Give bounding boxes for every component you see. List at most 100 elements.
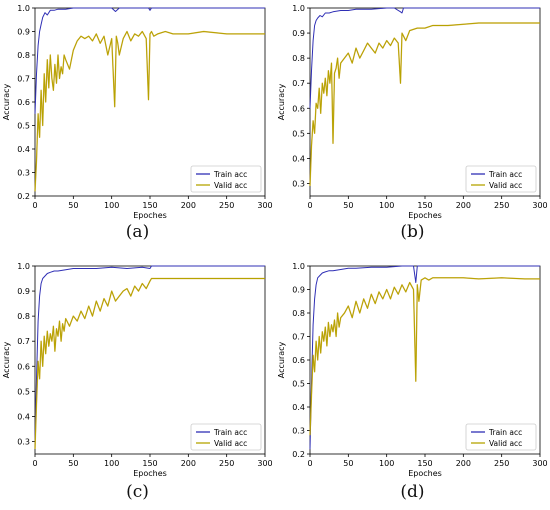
x-tick-label: 50: [68, 459, 78, 468]
x-axis-label: Epoches: [408, 469, 442, 478]
caption-d: (d): [400, 482, 425, 502]
x-tick-label: 200: [181, 459, 196, 468]
y-tick-label: 0.6: [17, 362, 30, 371]
y-tick-label: 0.4: [292, 403, 305, 412]
x-tick-label: 150: [142, 459, 157, 468]
x-tick-label: 150: [417, 201, 432, 210]
y-tick-label: 0.5: [17, 387, 30, 396]
y-tick-label: 0.4: [17, 145, 30, 154]
x-tick-label: 0: [307, 459, 312, 468]
y-tick-label: 0.7: [292, 79, 305, 88]
legend-label-train: Train acc: [488, 170, 522, 179]
x-tick-label: 300: [257, 201, 272, 210]
chart-d: 0 50 100 150 200 250 300 0.2 0.3 0.4 0.5 0.6 0.7 0.8 0…: [277, 262, 548, 478]
legend-label-train: Train acc: [488, 428, 522, 437]
legend-label-valid: Valid acc: [489, 181, 522, 190]
x-axis-label: Epoches: [133, 469, 167, 478]
y-axis-label: Accuracy: [277, 83, 286, 120]
y-tick-label: 0.3: [17, 437, 30, 446]
y-tick-label: 0.6: [292, 356, 305, 365]
panel-d: 0 50 100 150 200 250 300 0.2 0.3 0.4 0.5 0.6 0.7 0.8 0…: [275, 258, 550, 510]
series-line-train-acc: [34, 265, 265, 442]
legend-label-valid: Valid acc: [489, 439, 522, 448]
series-line-valid-acc: [34, 278, 265, 450]
x-tick-label: 150: [417, 459, 432, 468]
x-tick-label: 300: [532, 201, 547, 210]
x-tick-label: 50: [343, 459, 353, 468]
x-tick-label: 100: [379, 201, 394, 210]
x-tick-label: 200: [456, 201, 471, 210]
y-tick-label: 0.5: [17, 122, 30, 131]
caption-b: (b): [400, 222, 425, 242]
series-line-valid-shadow: [309, 22, 540, 187]
y-tick-label: 0.9: [17, 287, 30, 296]
y-tick-label: 0.7: [17, 75, 30, 84]
x-tick-label: 100: [379, 459, 394, 468]
x-axis-label: Epoches: [133, 211, 167, 220]
y-tick-label: 1.0: [292, 262, 305, 271]
x-tick-label: 0: [307, 201, 312, 210]
y-tick-label: 0.5: [292, 380, 305, 389]
x-tick-label: 0: [32, 459, 37, 468]
y-tick-label: 0.9: [292, 286, 305, 295]
y-axis-label: Accuracy: [2, 83, 11, 120]
series-line-valid-acc: [309, 22, 540, 187]
series-line-train-acc: [309, 265, 540, 450]
y-tick-label: 0.8: [17, 312, 30, 321]
y-tick-label: 1.0: [17, 262, 30, 271]
x-tick-label: 300: [257, 459, 272, 468]
y-tick-label: 0.3: [292, 427, 305, 436]
y-axis-label: Accuracy: [2, 341, 11, 378]
y-tick-label: 0.8: [17, 51, 30, 60]
x-tick-label: 250: [494, 459, 509, 468]
legend-label-train: Train acc: [213, 428, 247, 437]
chart-a: 0 50 100 150 200 250 300 0.2 0.3 0.4 0.5 0.6 0.7 0.8 0…: [2, 4, 273, 220]
panel-a: 0 50 100 150 200 250 300 0.2 0.3 0.4 0.5 0.6 0.7 0.8 0…: [0, 0, 275, 250]
y-tick-label: 0.4: [292, 154, 305, 163]
y-tick-label: 0.7: [17, 337, 30, 346]
y-tick-label: 0.3: [292, 179, 305, 188]
x-tick-label: 0: [32, 201, 37, 210]
x-tick-label: 200: [456, 459, 471, 468]
x-tick-label: 200: [181, 201, 196, 210]
x-tick-label: 100: [104, 459, 119, 468]
x-tick-label: 50: [343, 201, 353, 210]
chart-b: 0 50 100 150 200 250 300 0.3 0.4 0.5 0.6 0.7 0.8 0.9 1…: [277, 4, 548, 220]
y-tick-label: 0.8: [292, 54, 305, 63]
y-tick-label: 0.9: [17, 28, 30, 37]
caption-c: (c): [126, 482, 149, 502]
x-tick-label: 300: [532, 459, 547, 468]
y-tick-label: 0.5: [292, 129, 305, 138]
x-tick-label: 250: [219, 201, 234, 210]
y-tick-label: 0.6: [17, 98, 30, 107]
panel-c: 0 50 100 150 200 250 300 0.3 0.4 0.5 0.6 0.7 0.8 0.9 1…: [0, 258, 275, 510]
y-tick-label: 0.8: [292, 309, 305, 318]
panel-b: 0 50 100 150 200 250 300 0.3 0.4 0.5 0.6 0.7 0.8 0.9 1…: [275, 0, 550, 250]
x-tick-label: 150: [142, 201, 157, 210]
series-line-valid-shadow: [309, 277, 540, 436]
x-tick-label: 50: [68, 201, 78, 210]
legend-label-train: Train acc: [213, 170, 247, 179]
x-tick-label: 250: [219, 459, 234, 468]
series-line-valid-acc: [34, 31, 265, 192]
x-tick-label: 250: [494, 201, 509, 210]
y-tick-label: 0.7: [292, 333, 305, 342]
y-axis-label: Accuracy: [277, 341, 286, 378]
y-tick-label: 0.2: [292, 450, 305, 459]
legend-label-valid: Valid acc: [214, 439, 247, 448]
legend-label-valid: Valid acc: [214, 181, 247, 190]
y-tick-label: 0.2: [17, 192, 30, 201]
x-axis-label: Epoches: [408, 211, 442, 220]
series-line-valid-acc: [309, 277, 540, 436]
y-tick-label: 0.6: [292, 104, 305, 113]
y-tick-label: 0.3: [17, 169, 30, 178]
caption-a: (a): [125, 222, 150, 242]
y-tick-label: 1.0: [292, 4, 305, 13]
y-tick-label: 0.9: [292, 29, 305, 38]
series-line-train-acc: [309, 7, 540, 109]
y-tick-label: 1.0: [17, 4, 30, 13]
x-tick-label: 100: [104, 201, 119, 210]
y-tick-label: 0.4: [17, 412, 30, 421]
chart-c: 0 50 100 150 200 250 300 0.3 0.4 0.5 0.6 0.7 0.8 0.9 1…: [2, 262, 273, 478]
